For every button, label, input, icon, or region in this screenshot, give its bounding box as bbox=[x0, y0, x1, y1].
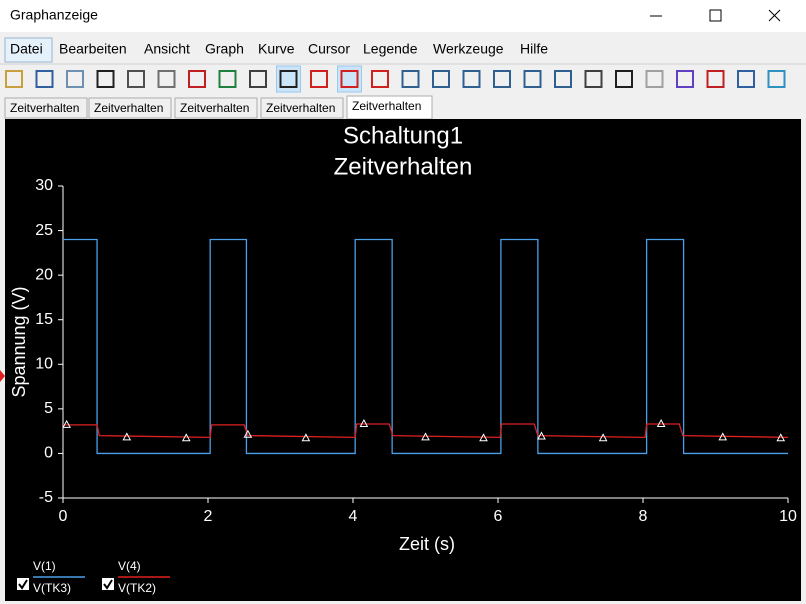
series-marker bbox=[537, 431, 546, 440]
toolbar-icon[interactable] bbox=[645, 70, 664, 88]
menu-item[interactable]: Ansicht bbox=[144, 41, 190, 57]
x-tick-label: 6 bbox=[494, 508, 503, 525]
window-title: Graphanzeige bbox=[10, 7, 98, 23]
series-marker bbox=[122, 432, 132, 441]
menu-item[interactable]: Werkzeuge bbox=[433, 41, 504, 57]
toolbar-icon[interactable] bbox=[767, 70, 786, 88]
y-tick-label: 10 bbox=[35, 356, 53, 373]
y-tick-label: 30 bbox=[35, 177, 53, 194]
x-tick-label: 4 bbox=[349, 508, 358, 525]
legend-label: V(TK2) bbox=[118, 581, 156, 595]
toolbar-icon[interactable] bbox=[523, 70, 542, 88]
toolbar-icon[interactable] bbox=[96, 70, 115, 88]
toolbar bbox=[0, 63, 806, 93]
legend-name: V(4) bbox=[118, 559, 141, 573]
y-tick-label: 5 bbox=[44, 400, 53, 417]
x-tick-label: 10 bbox=[779, 508, 797, 525]
series-marker bbox=[243, 429, 253, 438]
y-tick-label: 15 bbox=[35, 311, 53, 328]
tab-label[interactable]: Zeitverhalten bbox=[266, 101, 335, 115]
toolbar-icon[interactable] bbox=[706, 70, 725, 88]
title-bar bbox=[0, 0, 806, 32]
legend-check bbox=[103, 579, 113, 590]
toolbar-icon[interactable] bbox=[371, 70, 389, 88]
y-axis-label: Spannung (V) bbox=[9, 286, 29, 397]
series-marker bbox=[359, 418, 369, 428]
toolbar-icon[interactable] bbox=[66, 70, 84, 88]
toolbar-icon[interactable] bbox=[310, 70, 328, 88]
legend-check bbox=[18, 579, 28, 590]
menu-item[interactable]: Bearbeiten bbox=[59, 41, 127, 57]
toolbar-icon[interactable] bbox=[462, 70, 481, 88]
menu-item[interactable]: Hilfe bbox=[520, 41, 548, 57]
tab-label[interactable]: Zeitverhalten bbox=[10, 101, 79, 115]
tab-label[interactable]: Zeitverhalten bbox=[94, 101, 163, 115]
series-marker bbox=[181, 433, 191, 442]
tab[interactable] bbox=[4, 97, 88, 119]
y-tick-label: 0 bbox=[44, 445, 53, 462]
tab-label[interactable]: Zeitverhalten bbox=[180, 101, 249, 115]
legend-label: V(TK3) bbox=[33, 581, 71, 595]
toolbar-icon[interactable] bbox=[737, 70, 755, 88]
toolbar-icon[interactable] bbox=[615, 70, 633, 88]
tab[interactable] bbox=[174, 97, 258, 119]
series-marker bbox=[62, 419, 71, 428]
series-marker bbox=[776, 433, 786, 442]
toolbar-icon[interactable] bbox=[493, 70, 511, 88]
toolbar-icon[interactable] bbox=[127, 70, 145, 88]
x-axis-label: Zeit (s) bbox=[399, 534, 455, 554]
chart-title: Schaltung1 bbox=[343, 122, 463, 149]
x-tick-label: 0 bbox=[59, 508, 68, 525]
menu-item[interactable]: Legende bbox=[363, 41, 418, 57]
toolbar-icon[interactable] bbox=[432, 70, 450, 88]
menu-highlight bbox=[4, 37, 53, 63]
toolbar-icon[interactable] bbox=[584, 70, 603, 88]
menu-item[interactable]: Kurve bbox=[258, 41, 295, 57]
series-marker bbox=[718, 432, 728, 441]
toolbar-icon[interactable] bbox=[35, 70, 54, 88]
toolbar-icon[interactable] bbox=[157, 70, 176, 88]
x-tick-label: 8 bbox=[639, 508, 648, 525]
maximize-button[interactable] bbox=[709, 9, 722, 22]
toolbar-icon[interactable] bbox=[279, 70, 298, 88]
close-button[interactable] bbox=[768, 9, 781, 22]
chart-area bbox=[5, 119, 801, 601]
series-line bbox=[63, 423, 789, 439]
chart-subtitle: Zeitverhalten bbox=[334, 153, 473, 180]
toolbar-icon[interactable] bbox=[188, 70, 206, 88]
series-marker bbox=[598, 433, 608, 442]
series-marker bbox=[421, 432, 430, 441]
toolbar-icon[interactable] bbox=[401, 70, 420, 88]
resize-marker bbox=[0, 370, 5, 382]
toolbar-icon[interactable] bbox=[676, 70, 694, 88]
menu-item[interactable]: Cursor bbox=[308, 41, 350, 57]
toolbar-icon[interactable] bbox=[5, 70, 23, 88]
tab[interactable] bbox=[260, 97, 344, 119]
toolbar-icon[interactable] bbox=[249, 70, 267, 88]
toolbar-icon[interactable] bbox=[554, 70, 572, 88]
y-tick-label: 20 bbox=[35, 266, 53, 283]
toolbar-icon[interactable] bbox=[340, 70, 359, 88]
menu-item[interactable]: Datei bbox=[10, 41, 43, 57]
legend-name: V(1) bbox=[33, 559, 56, 573]
menu-item[interactable]: Graph bbox=[205, 41, 244, 57]
series-marker bbox=[301, 433, 311, 442]
y-tick-label: -5 bbox=[39, 489, 53, 506]
series-line bbox=[63, 238, 788, 455]
toolbar-icon[interactable] bbox=[218, 70, 237, 88]
x-tick-label: 2 bbox=[204, 508, 213, 525]
y-tick-label: 25 bbox=[35, 222, 53, 239]
tab-label[interactable]: Zeitverhalten bbox=[352, 99, 421, 113]
series-marker bbox=[656, 418, 666, 428]
tab[interactable] bbox=[88, 97, 172, 119]
series-marker bbox=[479, 433, 488, 442]
